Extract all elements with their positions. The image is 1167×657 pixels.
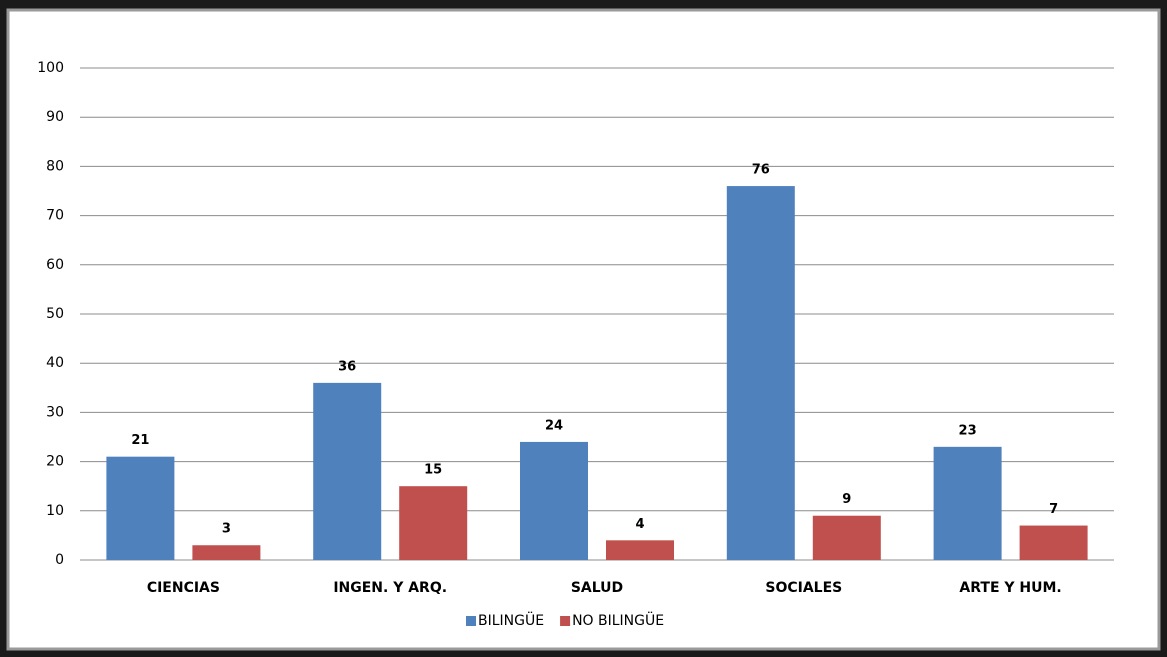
bar [606,540,674,560]
x-tick-label: CIENCIAS [147,580,220,596]
value-label: 7 [1049,502,1058,517]
x-tick-label: ARTE Y HUM. [959,580,1061,596]
bar [106,456,175,560]
y-tick-label: 70 [46,208,64,224]
y-tick-label: 60 [46,257,64,273]
x-tick-label: SOCIALES [765,580,842,596]
value-label: 23 [959,423,977,438]
y-tick-label: 80 [46,158,64,174]
bar [399,486,468,560]
legend-swatch [466,616,476,626]
bar [1019,525,1088,560]
value-label: 36 [338,359,356,374]
legend-swatch [560,616,571,626]
y-tick-label: 50 [46,306,64,322]
y-tick-label: 100 [37,60,64,76]
bar [812,515,881,560]
y-tick-label: 10 [46,503,64,519]
value-label: 3 [222,522,231,537]
bar [726,186,795,560]
x-tick-label: SALUD [571,580,623,596]
y-tick-label: 0 [55,552,64,568]
legend-label: BILINGÜE [478,611,544,629]
value-label: 9 [842,492,851,507]
y-tick-label: 20 [46,454,64,470]
bar [313,382,382,560]
bar [933,446,1002,560]
y-tick-label: 30 [46,404,64,420]
bar [520,441,588,560]
y-tick-label: 90 [46,109,64,125]
x-tick-label: INGEN. Y ARQ. [333,580,447,596]
value-label: 24 [545,418,563,433]
value-label: 21 [131,433,149,448]
value-label: 76 [752,163,770,178]
y-tick-label: 40 [46,355,64,371]
bar [192,545,261,560]
value-label: 15 [424,463,442,478]
legend-label: NO BILINGÜE [572,611,664,629]
value-label: 4 [635,517,644,532]
